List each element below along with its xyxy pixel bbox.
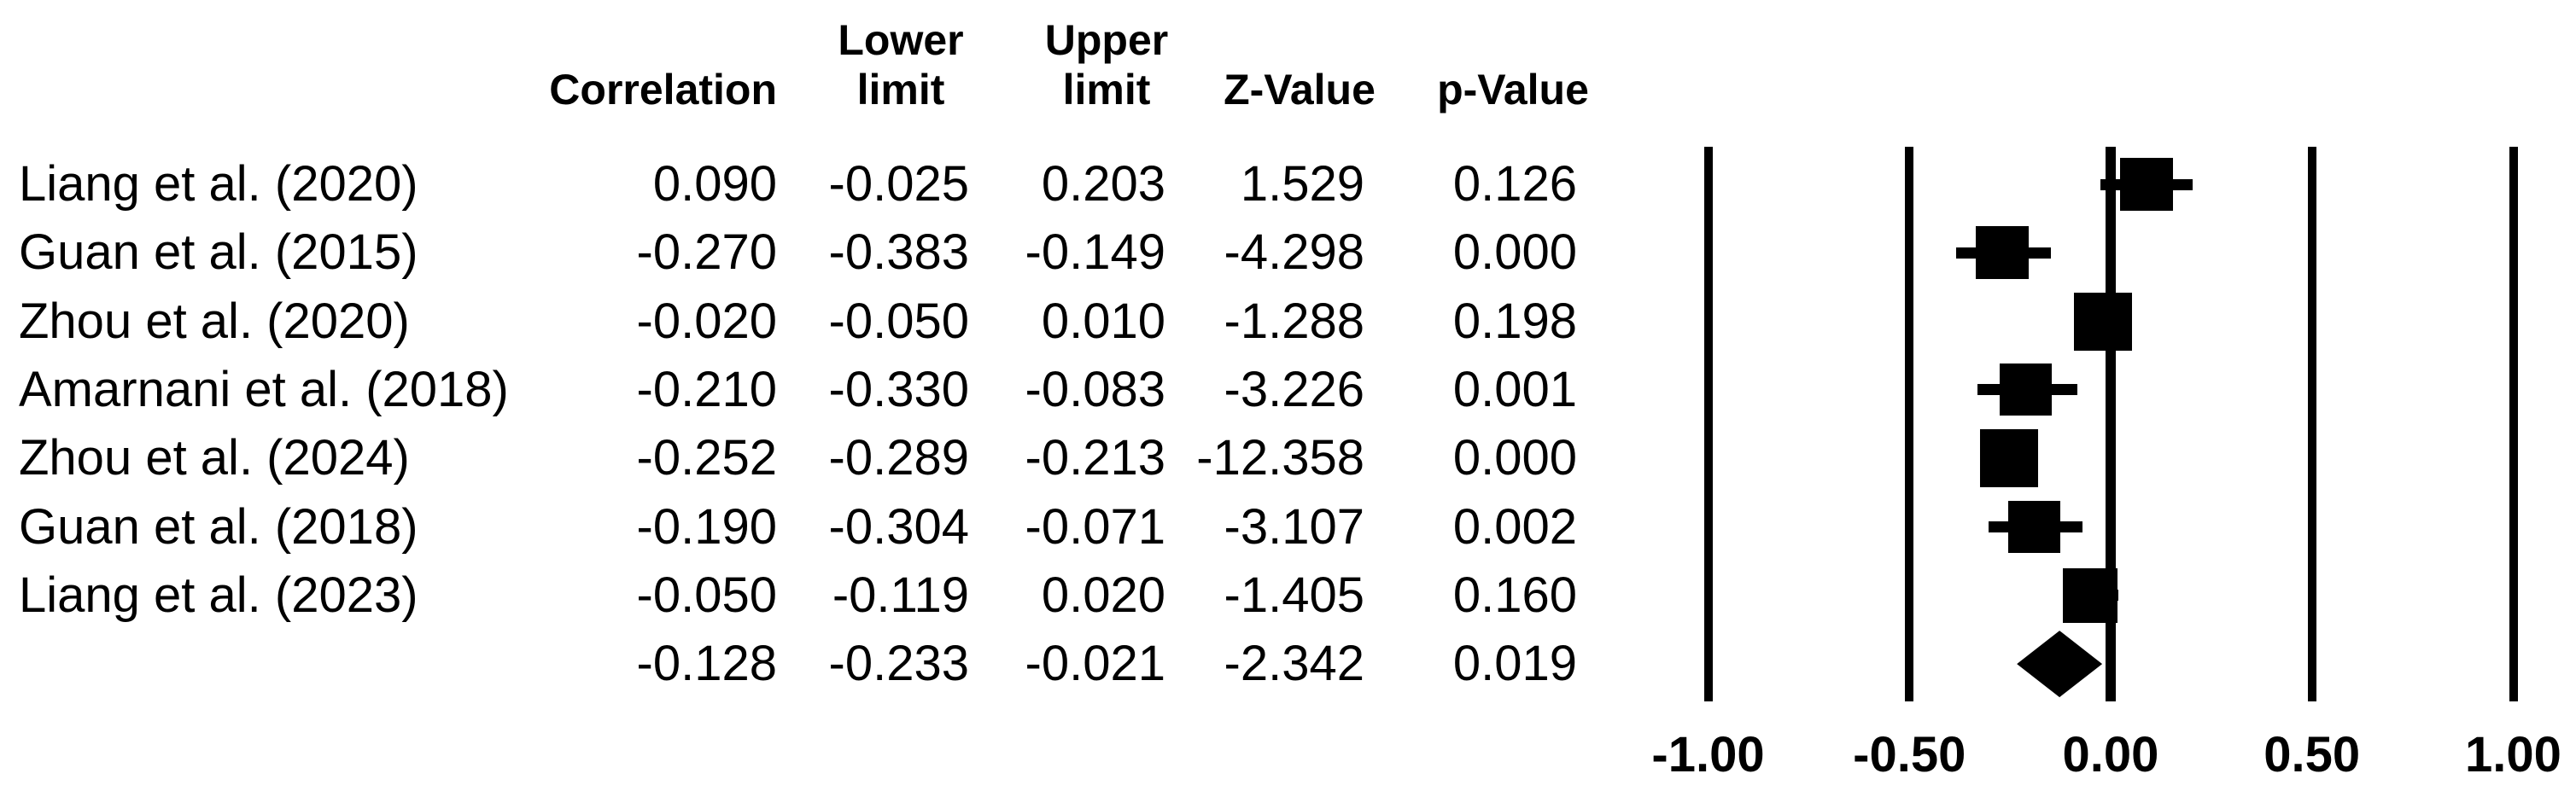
zero-gridline — [2106, 147, 2116, 701]
p-value-cell: 0.000 — [1452, 430, 1577, 486]
correlation-cell: -0.252 — [636, 430, 777, 486]
upper-limit-cell: -0.213 — [1025, 430, 1165, 486]
column-header-lower-limit-line1: Lower — [838, 16, 964, 64]
axis-tick-label: -0.50 — [1853, 727, 1966, 782]
column-header-z-value: Z-Value — [1224, 66, 1376, 113]
axis-tick-label: 0.00 — [2062, 727, 2159, 782]
upper-limit-cell: -0.149 — [1025, 224, 1165, 281]
correlation-cell: -0.270 — [636, 224, 777, 281]
study-label: Liang et al. (2020) — [19, 156, 418, 212]
gridline — [2509, 147, 2518, 701]
p-value-cell: 0.001 — [1452, 361, 1577, 417]
gridline — [1703, 147, 1713, 701]
lower-limit-cell: -0.330 — [828, 361, 969, 417]
p-value-cell: 0.198 — [1452, 293, 1577, 349]
p-value-cell: 0.019 — [1452, 636, 1577, 692]
column-header-p-value: p-Value — [1437, 66, 1589, 113]
column-header-correlation: Correlation — [549, 66, 777, 113]
axis-tick-label: 1.00 — [2465, 727, 2561, 782]
p-value-cell: 0.126 — [1452, 156, 1577, 212]
upper-limit-cell: -0.071 — [1025, 498, 1165, 555]
lower-limit-cell: -0.289 — [828, 430, 969, 486]
upper-limit-cell: 0.010 — [1041, 293, 1165, 349]
z-value-cell: -1.288 — [1224, 293, 1364, 349]
study-label: Amarnani et al. (2018) — [19, 361, 509, 417]
effect-size-square — [2007, 501, 2060, 553]
lower-limit-cell: -0.383 — [828, 224, 969, 281]
lower-limit-cell: -0.025 — [828, 156, 969, 212]
column-header-upper-limit-line2: limit — [1062, 66, 1151, 113]
correlation-cell: -0.128 — [636, 636, 777, 692]
axis-tick-label: 0.50 — [2263, 727, 2361, 782]
p-value-cell: 0.000 — [1452, 224, 1577, 281]
study-label: Zhou et al. (2024) — [19, 430, 410, 486]
gridline — [1905, 147, 1914, 701]
upper-limit-cell: -0.083 — [1025, 361, 1165, 417]
column-header-upper-limit: Upper limit — [978, 15, 1235, 114]
axis-tick-label: -1.00 — [1651, 727, 1765, 782]
z-value-cell: -3.107 — [1224, 498, 1364, 555]
z-value-cell: -3.226 — [1224, 361, 1364, 417]
p-value-cell: 0.002 — [1452, 498, 1577, 555]
effect-size-square — [2063, 567, 2118, 623]
correlation-cell: -0.210 — [636, 361, 777, 417]
upper-limit-cell: 0.020 — [1041, 567, 1165, 623]
gridline — [2307, 147, 2316, 701]
z-value-cell: -12.358 — [1196, 430, 1364, 486]
p-value-cell: 0.160 — [1452, 567, 1577, 623]
effect-size-square — [1980, 429, 2039, 488]
study-label: Guan et al. (2018) — [19, 498, 418, 555]
lower-limit-cell: -0.119 — [832, 567, 969, 623]
study-label: Guan et al. (2015) — [19, 224, 418, 281]
study-label: Liang et al. (2023) — [19, 567, 418, 623]
correlation-cell: -0.020 — [636, 293, 777, 349]
lower-limit-cell: -0.304 — [828, 498, 969, 555]
lower-limit-cell: -0.050 — [828, 293, 969, 349]
effect-size-square — [2073, 292, 2132, 351]
correlation-cell: -0.190 — [636, 498, 777, 555]
effect-size-square — [2000, 364, 2053, 416]
summary-diamond — [2017, 631, 2103, 698]
effect-size-square — [2120, 158, 2174, 211]
column-header-lower-limit: Lower limit — [773, 15, 1029, 114]
upper-limit-cell: -0.021 — [1025, 636, 1165, 692]
z-value-cell: 1.529 — [1240, 156, 1364, 212]
correlation-cell: -0.050 — [636, 567, 777, 623]
lower-limit-cell: -0.233 — [828, 636, 969, 692]
column-header-upper-limit-line1: Upper — [1044, 16, 1169, 64]
upper-limit-cell: 0.203 — [1041, 156, 1165, 212]
z-value-cell: -2.342 — [1224, 636, 1364, 692]
study-label: Zhou et al. (2020) — [19, 293, 410, 349]
effect-size-square — [1975, 226, 2029, 280]
z-value-cell: -1.405 — [1224, 567, 1364, 623]
column-header-lower-limit-line2: limit — [856, 66, 945, 113]
z-value-cell: -4.298 — [1224, 224, 1364, 281]
correlation-cell: 0.090 — [652, 156, 777, 212]
